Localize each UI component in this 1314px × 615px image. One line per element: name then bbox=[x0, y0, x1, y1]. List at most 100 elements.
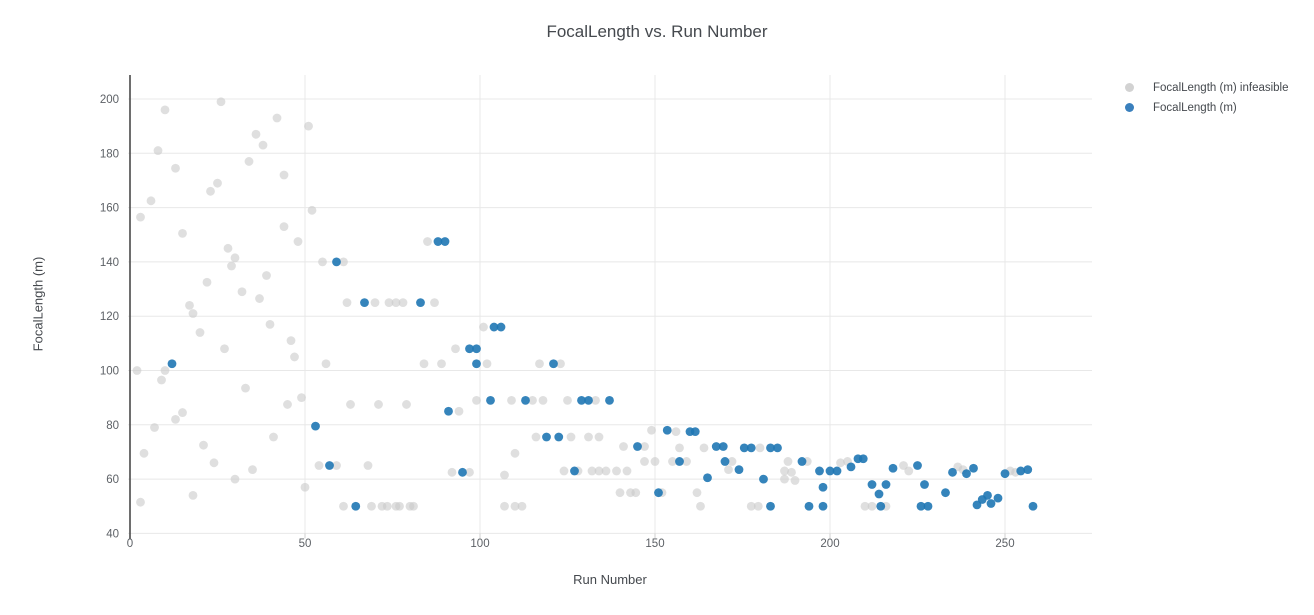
data-point-feasible[interactable] bbox=[690, 427, 700, 436]
data-point-feasible[interactable] bbox=[311, 421, 320, 431]
data-point-infeasible[interactable] bbox=[139, 448, 149, 458]
data-point-infeasible[interactable] bbox=[675, 443, 684, 453]
data-point-infeasible[interactable] bbox=[510, 448, 520, 458]
data-point-infeasible[interactable] bbox=[293, 237, 303, 246]
data-point-infeasible[interactable] bbox=[216, 97, 226, 107]
data-point-infeasible[interactable] bbox=[780, 474, 789, 484]
data-point-infeasible[interactable] bbox=[517, 501, 527, 511]
data-point-feasible[interactable] bbox=[465, 344, 474, 354]
data-point-infeasible[interactable] bbox=[584, 432, 593, 442]
data-point-infeasible[interactable] bbox=[699, 443, 709, 453]
data-point-infeasible[interactable] bbox=[692, 488, 702, 498]
data-point-infeasible[interactable] bbox=[209, 458, 219, 468]
data-point-infeasible[interactable] bbox=[682, 457, 691, 466]
data-point-infeasible[interactable] bbox=[528, 395, 537, 405]
data-point-infeasible[interactable] bbox=[867, 501, 877, 511]
data-point-infeasible[interactable] bbox=[269, 432, 278, 442]
data-point-feasible[interactable] bbox=[360, 298, 369, 308]
data-point-feasible[interactable] bbox=[458, 467, 467, 477]
data-point-infeasible[interactable] bbox=[283, 400, 292, 409]
data-point-infeasible[interactable] bbox=[258, 140, 268, 150]
data-point-infeasible[interactable] bbox=[157, 375, 166, 385]
data-point-feasible[interactable] bbox=[804, 501, 814, 511]
data-point-feasible[interactable] bbox=[815, 466, 824, 476]
data-point-infeasible[interactable] bbox=[346, 400, 355, 409]
data-point-feasible[interactable] bbox=[549, 359, 558, 369]
data-point-infeasible[interactable] bbox=[185, 300, 194, 310]
data-point-feasible[interactable] bbox=[332, 257, 341, 267]
data-point-feasible[interactable] bbox=[759, 474, 768, 484]
data-point-feasible[interactable] bbox=[818, 482, 828, 492]
data-point-infeasible[interactable] bbox=[220, 344, 229, 354]
data-point-infeasible[interactable] bbox=[787, 467, 796, 477]
data-point-infeasible[interactable] bbox=[559, 466, 569, 476]
data-point-infeasible[interactable] bbox=[384, 298, 394, 308]
data-point-infeasible[interactable] bbox=[790, 476, 800, 485]
data-point-infeasible[interactable] bbox=[507, 395, 516, 405]
data-point-infeasible[interactable] bbox=[146, 196, 156, 206]
data-point-infeasible[interactable] bbox=[696, 501, 705, 511]
data-point-feasible[interactable] bbox=[962, 469, 971, 479]
data-point-infeasible[interactable] bbox=[241, 383, 250, 393]
data-point-infeasible[interactable] bbox=[563, 395, 572, 405]
data-point-infeasible[interactable] bbox=[290, 352, 299, 362]
data-point-feasible[interactable] bbox=[846, 462, 856, 472]
data-point-infeasible[interactable] bbox=[447, 467, 457, 477]
data-point-infeasible[interactable] bbox=[398, 298, 408, 308]
data-point-infeasible[interactable] bbox=[482, 359, 492, 369]
data-point-feasible[interactable] bbox=[1028, 501, 1038, 511]
data-point-feasible[interactable] bbox=[832, 466, 842, 476]
data-point-infeasible[interactable] bbox=[244, 157, 254, 166]
data-point-feasible[interactable] bbox=[923, 501, 933, 511]
data-point-feasible[interactable] bbox=[654, 488, 663, 498]
data-point-infeasible[interactable] bbox=[339, 257, 348, 267]
data-point-infeasible[interactable] bbox=[587, 466, 597, 476]
data-point-feasible[interactable] bbox=[948, 467, 957, 477]
data-point-feasible[interactable] bbox=[746, 443, 756, 453]
data-point-feasible[interactable] bbox=[1000, 469, 1010, 479]
data-point-infeasible[interactable] bbox=[538, 395, 548, 405]
data-point-infeasible[interactable] bbox=[631, 488, 641, 498]
data-point-infeasible[interactable] bbox=[279, 170, 289, 180]
data-point-infeasible[interactable] bbox=[178, 228, 187, 238]
data-point-infeasible[interactable] bbox=[370, 298, 380, 308]
data-point-infeasible[interactable] bbox=[465, 467, 474, 477]
data-point-feasible[interactable] bbox=[662, 425, 672, 435]
data-point-infeasible[interactable] bbox=[566, 432, 576, 442]
data-point-feasible[interactable] bbox=[711, 442, 721, 451]
legend-item-infeasible[interactable]: FocalLength (m) infeasible bbox=[1119, 80, 1289, 95]
data-point-infeasible[interactable] bbox=[382, 501, 392, 511]
data-point-infeasible[interactable] bbox=[419, 359, 429, 369]
data-point-infeasible[interactable] bbox=[836, 458, 845, 468]
data-point-infeasible[interactable] bbox=[318, 257, 327, 267]
data-point-infeasible[interactable] bbox=[160, 366, 170, 375]
data-point-feasible[interactable] bbox=[888, 463, 898, 473]
data-point-infeasible[interactable] bbox=[746, 501, 756, 511]
data-point-feasible[interactable] bbox=[444, 406, 453, 416]
data-point-infeasible[interactable] bbox=[279, 222, 289, 232]
data-point-feasible[interactable] bbox=[773, 443, 782, 453]
data-point-infeasible[interactable] bbox=[262, 271, 271, 280]
data-point-infeasible[interactable] bbox=[230, 474, 240, 484]
data-point-infeasible[interactable] bbox=[650, 457, 660, 466]
data-point-infeasible[interactable] bbox=[594, 432, 604, 442]
data-point-infeasible[interactable] bbox=[783, 457, 793, 466]
data-point-feasible[interactable] bbox=[554, 432, 564, 442]
data-point-infeasible[interactable] bbox=[430, 298, 439, 308]
data-point-infeasible[interactable] bbox=[332, 461, 341, 470]
data-point-infeasible[interactable] bbox=[594, 466, 604, 476]
data-point-infeasible[interactable] bbox=[339, 501, 348, 511]
data-point-feasible[interactable] bbox=[489, 322, 499, 332]
data-point-infeasible[interactable] bbox=[531, 432, 541, 442]
data-point-infeasible[interactable] bbox=[755, 443, 765, 453]
data-point-infeasible[interactable] bbox=[724, 465, 733, 474]
data-point-feasible[interactable] bbox=[718, 442, 728, 451]
data-point-feasible[interactable] bbox=[874, 489, 884, 499]
data-point-infeasible[interactable] bbox=[297, 393, 306, 403]
data-point-infeasible[interactable] bbox=[612, 466, 621, 476]
data-point-infeasible[interactable] bbox=[227, 261, 236, 271]
data-point-feasible[interactable] bbox=[542, 432, 551, 442]
data-point-feasible[interactable] bbox=[739, 443, 749, 453]
data-point-feasible[interactable] bbox=[720, 457, 730, 466]
data-point-infeasible[interactable] bbox=[153, 146, 163, 155]
